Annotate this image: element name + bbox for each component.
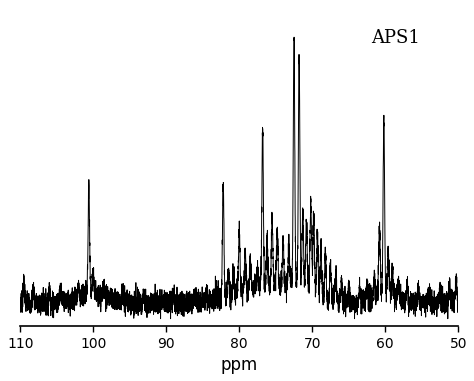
- X-axis label: ppm: ppm: [220, 356, 258, 374]
- Text: APS1: APS1: [371, 29, 419, 47]
